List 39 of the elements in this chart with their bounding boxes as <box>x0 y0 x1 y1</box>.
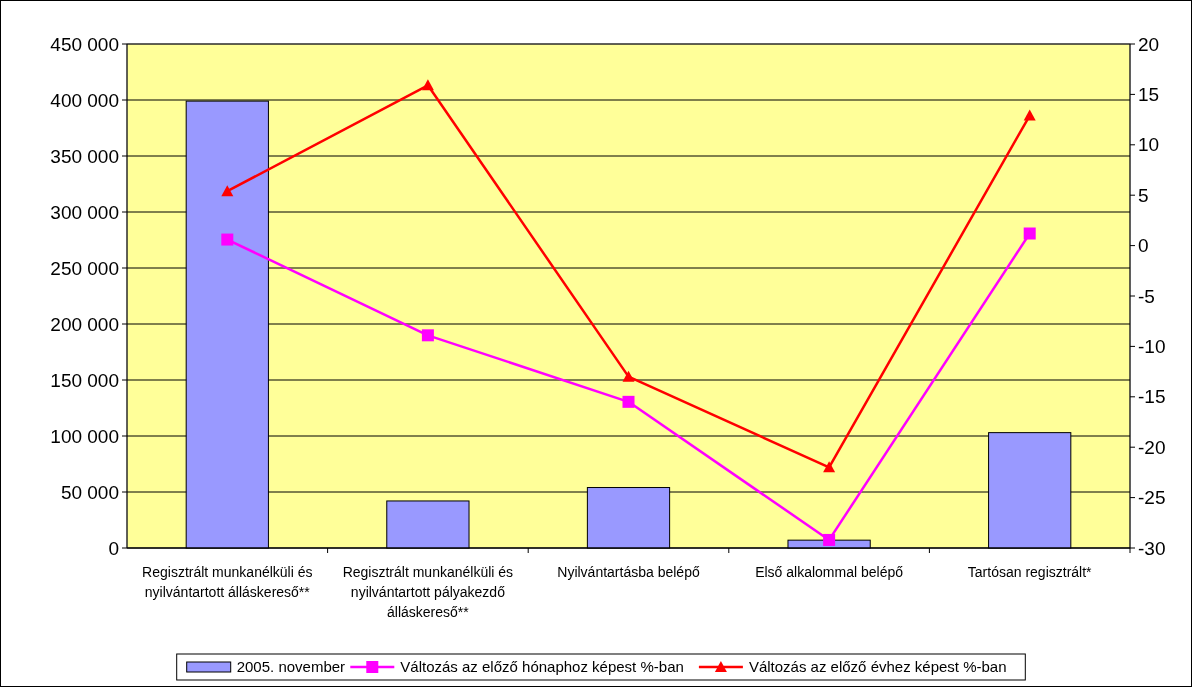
y2-tick-label: 15 <box>1138 84 1160 106</box>
x-tick-label: Tartósan regisztrált* <box>967 564 1093 580</box>
legend-label: Változás az előző évhez képest %-ban <box>748 658 1007 676</box>
point <box>1023 227 1036 240</box>
y-tick-label: 400 000 <box>50 89 119 111</box>
legend-label: Változás az előző hónaphoz képest %-ban <box>400 658 684 676</box>
y-tick-label: 150 000 <box>50 369 119 391</box>
point <box>421 79 434 91</box>
x-tick-label: Nyilvántartásba belépő <box>557 564 700 580</box>
y2-tick-label: 10 <box>1138 134 1160 156</box>
y-tick-label: 450 000 <box>50 33 119 55</box>
y-tick-label: 350 000 <box>50 145 119 167</box>
y2-tick-label: -10 <box>1138 336 1166 358</box>
y2-tick-label: -30 <box>1138 537 1166 559</box>
point <box>221 233 234 246</box>
y-tick-label: 100 000 <box>50 425 119 447</box>
y2-tick-label: -25 <box>1138 487 1166 509</box>
y-tick-label: 0 <box>108 537 119 559</box>
point <box>622 370 635 382</box>
legend-label: 2005. november <box>236 658 346 676</box>
y2-tick-label: -20 <box>1138 436 1166 458</box>
x-tick-label: Regisztrált munkanélküli és nyilvántartott álláskereső** <box>142 564 313 600</box>
y2-tick-label: 5 <box>1138 184 1149 206</box>
y2-tick-label: 0 <box>1138 235 1149 257</box>
y-tick-label: 50 000 <box>60 481 119 503</box>
y2-tick-label: -5 <box>1138 285 1155 307</box>
x-tick-label: Regisztrált munkanélküli és nyilvántartott pályakezdő álláskereső** <box>342 564 514 620</box>
point <box>622 395 635 408</box>
y2-tick-label: -15 <box>1138 386 1166 408</box>
point <box>823 461 836 473</box>
y-tick-label: 250 000 <box>50 257 119 279</box>
point <box>1023 109 1036 121</box>
x-tick-label: Első alkalommal belépő <box>755 564 904 580</box>
y-tick-label: 200 000 <box>50 313 119 335</box>
point <box>221 185 234 197</box>
y-tick-label: 300 000 <box>50 201 119 223</box>
point <box>421 329 434 342</box>
point <box>823 533 836 546</box>
y2-tick-label: 20 <box>1138 33 1160 55</box>
